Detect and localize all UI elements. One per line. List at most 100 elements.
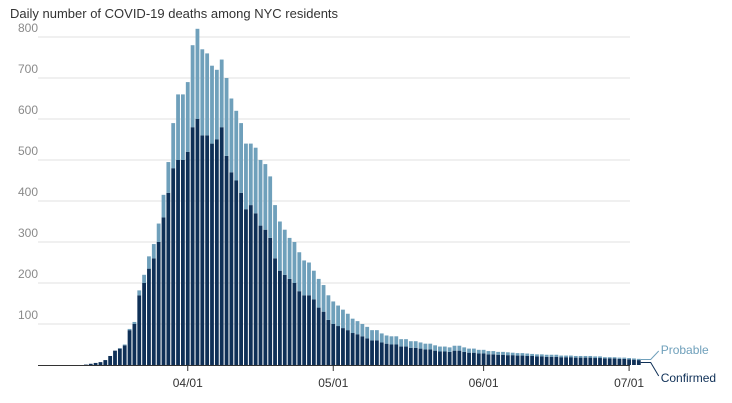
probable-bar <box>181 94 185 160</box>
confirmed-bar <box>234 180 239 365</box>
probable-bar <box>636 358 641 361</box>
probable-bar <box>336 305 340 327</box>
confirmed-bar <box>287 278 292 365</box>
probable-bar <box>326 295 331 320</box>
probable-bar <box>539 354 544 357</box>
probable-bar <box>501 351 505 355</box>
probable-bar <box>321 285 326 312</box>
confirmed-bar <box>147 268 151 365</box>
probable-bar <box>375 330 379 341</box>
probable-bar <box>234 110 239 181</box>
probable-bar <box>331 301 336 324</box>
confirmed-bar <box>379 342 384 365</box>
probable-bar <box>137 290 142 296</box>
confirmed-bar <box>607 358 612 365</box>
confirmed-bar <box>602 358 607 365</box>
probable-bar <box>423 343 428 350</box>
confirmed-bar <box>331 324 336 365</box>
probable-bar <box>569 355 573 358</box>
probable-bar <box>564 355 568 358</box>
confirmed-bar <box>336 326 340 365</box>
probable-bar <box>447 347 452 352</box>
probable-bar <box>263 164 268 230</box>
probable-bar <box>622 357 627 359</box>
confirmed-bar <box>515 355 520 365</box>
confirmed-bar <box>505 355 510 365</box>
confirmed-bar <box>103 360 108 365</box>
probable-bar <box>248 143 253 206</box>
confirmed-bar <box>525 355 530 365</box>
probable-bar <box>593 356 598 359</box>
confirmed-bar <box>210 143 214 365</box>
x-tick-label: 04/01 <box>173 376 203 390</box>
probable-bars <box>117 28 641 361</box>
probable-bar <box>195 28 200 119</box>
probable-bar <box>185 82 190 152</box>
confirmed-bar <box>360 336 365 365</box>
x-tick-label: 06/01 <box>469 376 499 390</box>
probable-bar <box>452 345 457 351</box>
confirmed-bar <box>137 295 142 365</box>
confirmed-bar <box>345 330 350 365</box>
probable-bar <box>442 346 447 352</box>
confirmed-bar <box>559 357 564 365</box>
probable-bar <box>559 355 564 358</box>
probable-bar <box>365 326 370 339</box>
confirmed-bar <box>93 362 98 365</box>
probable-bar <box>404 339 408 347</box>
confirmed-bar <box>549 356 554 365</box>
confirmed-bar <box>544 356 549 365</box>
probable-bar <box>360 324 365 337</box>
probable-bar <box>151 244 156 259</box>
probable-bar <box>282 229 287 275</box>
confirmed-bar <box>205 135 210 365</box>
confirmed-bar <box>176 160 180 365</box>
probable-bar <box>472 348 476 353</box>
probable-bar <box>350 318 355 334</box>
probable-bar <box>355 321 360 335</box>
probable-leader-line <box>640 350 660 360</box>
gridlines <box>38 36 630 325</box>
probable-bar <box>287 237 292 279</box>
confirmed-bar <box>530 355 534 365</box>
confirmed-bars <box>84 119 641 365</box>
confirmed-bar <box>573 357 578 365</box>
confirmed-bar <box>282 274 287 365</box>
confirmed-bar <box>190 127 195 365</box>
confirmed-bar <box>632 359 636 365</box>
confirmed-bar <box>496 354 501 365</box>
y-tick-label: 700 <box>18 62 38 76</box>
confirmed-bar <box>341 328 345 365</box>
probable-bar <box>297 252 302 292</box>
confirmed-bar <box>253 213 258 365</box>
confirmed-bar <box>350 333 355 365</box>
probable-bar <box>535 354 539 357</box>
x-tick-label: 07/01 <box>614 376 644 390</box>
probable-bar <box>578 355 583 358</box>
y-tick-label: 800 <box>18 21 38 35</box>
confirmed-bar <box>355 334 360 365</box>
x-tick-label: 05/01 <box>318 376 348 390</box>
probable-bar <box>214 69 219 140</box>
confirmed-bar <box>578 357 583 365</box>
probable-bar <box>132 321 137 324</box>
confirmed-bar <box>117 348 122 365</box>
probable-bar <box>210 65 214 144</box>
probable-bar <box>598 356 602 359</box>
confirmed-bar <box>113 350 117 365</box>
confirmed-bar <box>588 357 593 365</box>
probable-bar <box>389 336 394 345</box>
y-axis-ticks: 100 200 300 400 500 600 700 800 <box>18 21 38 322</box>
probable-bar <box>510 352 515 356</box>
confirmed-bar <box>462 351 467 365</box>
probable-bar <box>413 341 418 348</box>
confirmed-bar <box>98 362 103 365</box>
probable-bar <box>583 355 588 358</box>
confirmed-bar <box>132 324 137 365</box>
probable-bar <box>549 354 554 357</box>
confirmed-bar <box>229 172 234 365</box>
confirmed-bar <box>326 319 331 365</box>
confirmed-bar <box>399 346 404 365</box>
confirmed-bar <box>248 205 253 365</box>
probable-bar <box>307 262 311 296</box>
